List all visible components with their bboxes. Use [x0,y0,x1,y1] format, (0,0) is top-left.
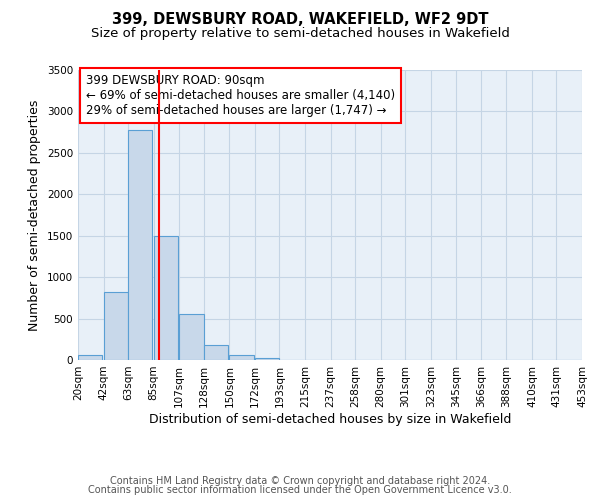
Bar [229,356,254,360]
Text: Contains public sector information licensed under the Open Government Licence v3: Contains public sector information licen… [88,485,512,495]
Bar [78,354,103,360]
Text: Contains HM Land Registry data © Crown copyright and database right 2024.: Contains HM Land Registry data © Crown c… [110,476,490,486]
Bar [204,344,228,360]
Bar [154,236,178,360]
Bar [104,292,128,360]
Y-axis label: Number of semi-detached properties: Number of semi-detached properties [28,100,41,330]
Text: 399 DEWSBURY ROAD: 90sqm
← 69% of semi-detached houses are smaller (4,140)
29% o: 399 DEWSBURY ROAD: 90sqm ← 69% of semi-d… [86,74,395,118]
Bar [128,130,152,360]
X-axis label: Distribution of semi-detached houses by size in Wakefield: Distribution of semi-detached houses by … [149,412,511,426]
Bar [255,358,280,360]
Text: 399, DEWSBURY ROAD, WAKEFIELD, WF2 9DT: 399, DEWSBURY ROAD, WAKEFIELD, WF2 9DT [112,12,488,28]
Text: Size of property relative to semi-detached houses in Wakefield: Size of property relative to semi-detach… [91,28,509,40]
Bar [179,314,204,360]
